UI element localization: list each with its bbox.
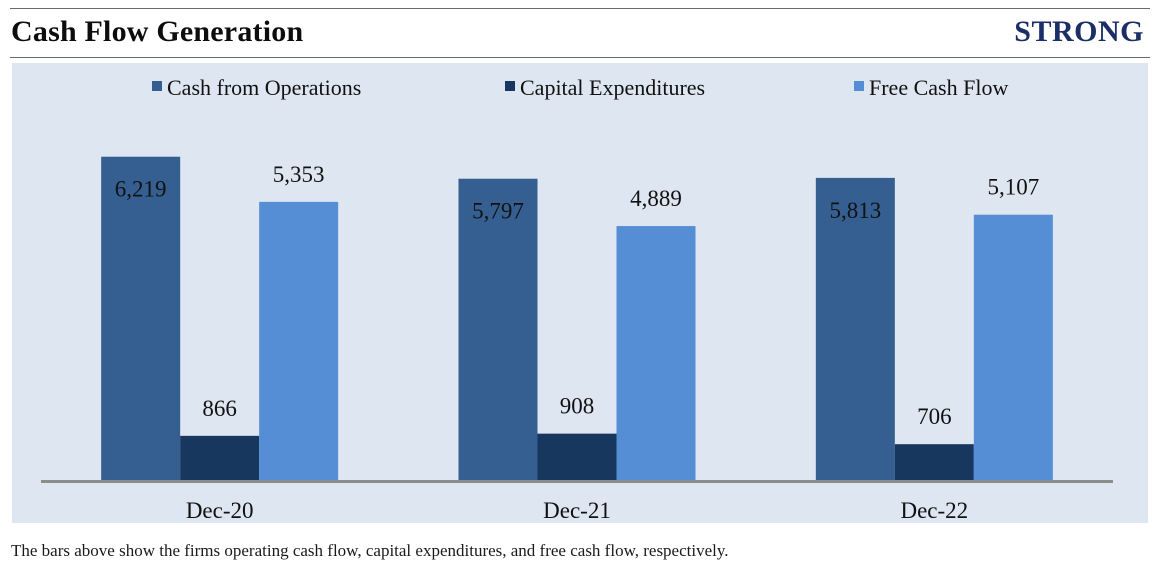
- legend-swatch: [505, 81, 515, 91]
- bar: [180, 435, 260, 481]
- legend-swatch: [854, 81, 864, 91]
- x-tick-label: Dec-22: [900, 498, 968, 523]
- data-label: 5,813: [829, 198, 881, 223]
- legend-swatch: [152, 81, 162, 91]
- rating-badge: STRONG: [1014, 15, 1144, 48]
- x-axis-line: [41, 480, 1113, 483]
- chart-panel: Cash from Operations Capital Expenditures…: [12, 63, 1148, 523]
- data-label: 4,889: [630, 186, 682, 211]
- data-label: 5,797: [472, 199, 524, 224]
- bar: [815, 177, 895, 482]
- bar: [894, 444, 974, 481]
- bar: [973, 214, 1053, 481]
- x-tick-label: Dec-21: [543, 498, 611, 523]
- bar-chart: Cash from Operations Capital Expenditures…: [41, 75, 1113, 523]
- section-title: Cash Flow Generation: [11, 15, 304, 48]
- x-tick-label: Dec-20: [186, 498, 254, 523]
- header-bottom-rule: [10, 57, 1150, 58]
- legend-label: Capital Expenditures: [520, 75, 705, 100]
- chart-caption: The bars above show the firms operating …: [11, 541, 729, 560]
- data-label: 866: [202, 396, 237, 421]
- data-label: 6,219: [115, 177, 167, 202]
- section-header: Cash Flow Generation STRONG: [0, 0, 1157, 58]
- data-label: 5,107: [987, 175, 1039, 200]
- bar: [537, 433, 617, 481]
- bar: [259, 201, 339, 482]
- data-label: 706: [917, 404, 952, 429]
- header-top-rule: [10, 8, 1150, 9]
- bar: [616, 226, 696, 481]
- bar: [101, 156, 181, 481]
- bar: [458, 178, 538, 482]
- data-label: 5,353: [273, 162, 325, 187]
- legend-label: Cash from Operations: [167, 75, 361, 100]
- legend-label: Free Cash Flow: [869, 75, 1008, 100]
- data-label: 908: [560, 394, 595, 419]
